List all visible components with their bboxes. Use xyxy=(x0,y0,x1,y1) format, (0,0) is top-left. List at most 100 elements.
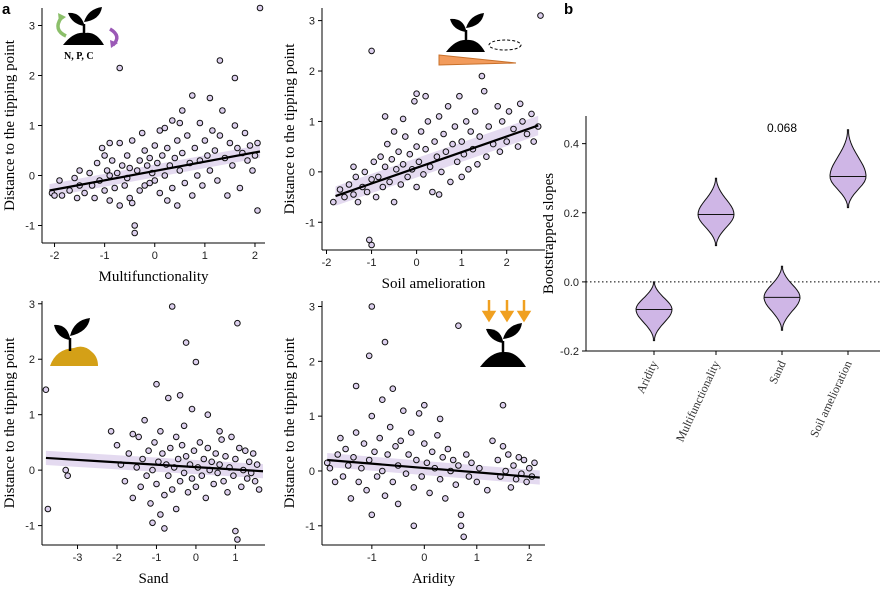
data-point xyxy=(457,511,465,519)
data-point xyxy=(229,162,236,169)
data-point xyxy=(164,144,171,152)
violin-sand xyxy=(763,265,801,331)
data-point xyxy=(138,129,146,137)
data-point xyxy=(256,4,264,12)
data-point xyxy=(141,182,148,189)
y-tick-label: 3 xyxy=(29,21,35,33)
data-point xyxy=(116,64,123,72)
data-point xyxy=(129,430,137,438)
data-point xyxy=(444,103,452,110)
data-point xyxy=(159,152,166,159)
data-point xyxy=(255,486,263,493)
data-point xyxy=(232,455,239,463)
data-point xyxy=(111,184,118,192)
data-point xyxy=(379,183,387,191)
data-point xyxy=(123,152,131,159)
x-tick-label: 1 xyxy=(474,552,480,564)
data-point xyxy=(209,127,216,134)
data-point xyxy=(202,494,210,502)
data-point xyxy=(103,167,111,174)
data-point xyxy=(483,153,490,160)
data-point xyxy=(424,118,432,125)
data-point xyxy=(156,189,164,197)
data-point xyxy=(368,47,375,55)
data-point xyxy=(456,92,463,100)
data-point xyxy=(330,198,337,206)
data-point xyxy=(352,429,360,436)
data-point xyxy=(190,447,198,455)
data-point xyxy=(121,477,129,485)
data-point xyxy=(153,480,160,488)
data-point xyxy=(251,477,259,485)
data-point xyxy=(384,140,391,148)
data-point xyxy=(168,303,176,310)
data-point xyxy=(64,472,71,480)
data-point xyxy=(358,464,365,472)
data-point xyxy=(413,183,420,191)
data-point xyxy=(165,394,172,402)
y-tick-label: 1 xyxy=(309,411,315,423)
data-point xyxy=(153,380,160,388)
data-point xyxy=(179,107,186,114)
data-point xyxy=(224,192,231,199)
data-point xyxy=(394,500,402,508)
data-point xyxy=(136,187,143,194)
data-point xyxy=(236,184,244,192)
data-point xyxy=(365,456,373,464)
data-point xyxy=(182,339,190,346)
data-point xyxy=(192,358,200,366)
data-point xyxy=(234,144,241,152)
data-point xyxy=(381,338,389,346)
plant-sand-icon xyxy=(50,318,98,366)
data-point xyxy=(201,137,209,144)
data-point xyxy=(169,117,176,124)
data-point xyxy=(184,132,191,139)
data-point xyxy=(230,472,237,480)
data-point xyxy=(363,486,370,494)
data-point xyxy=(146,154,153,162)
data-point xyxy=(510,125,517,133)
data-point xyxy=(431,138,438,145)
data-point xyxy=(342,445,349,453)
data-point xyxy=(246,142,254,149)
data-point xyxy=(516,100,524,108)
data-point xyxy=(216,57,224,64)
data-point xyxy=(410,484,418,491)
data-point xyxy=(453,158,461,166)
data-point xyxy=(93,159,101,167)
data-point xyxy=(128,137,136,144)
y-tick-label: 0 xyxy=(29,171,35,183)
data-point xyxy=(379,396,386,404)
x-tick-label: 0 xyxy=(152,250,158,262)
data-point xyxy=(426,489,433,497)
data-point xyxy=(174,455,182,463)
data-point xyxy=(192,483,200,491)
data-point xyxy=(451,123,459,130)
data-point xyxy=(180,469,188,477)
data-point xyxy=(191,144,199,152)
data-point xyxy=(334,451,342,458)
data-point xyxy=(402,470,410,478)
data-point xyxy=(514,143,522,150)
data-point xyxy=(520,456,528,464)
data-point xyxy=(389,478,397,486)
x-axis-label: Aridity xyxy=(412,571,456,587)
x-axis-label: Sand xyxy=(139,571,170,587)
data-point xyxy=(44,505,52,513)
y-tick-label: -1 xyxy=(25,521,35,533)
data-point xyxy=(468,459,475,467)
data-point xyxy=(157,511,164,518)
x-tick-label: 2 xyxy=(504,257,510,269)
data-point xyxy=(352,173,360,181)
data-point xyxy=(66,187,73,194)
data-point xyxy=(108,157,116,164)
data-point xyxy=(452,481,460,489)
data-point xyxy=(136,157,143,164)
data-point xyxy=(397,437,405,445)
data-point xyxy=(220,477,227,485)
data-point xyxy=(145,447,152,455)
data-point xyxy=(499,401,507,409)
data-point xyxy=(249,450,257,457)
data-point xyxy=(460,533,468,541)
data-point xyxy=(392,443,399,450)
